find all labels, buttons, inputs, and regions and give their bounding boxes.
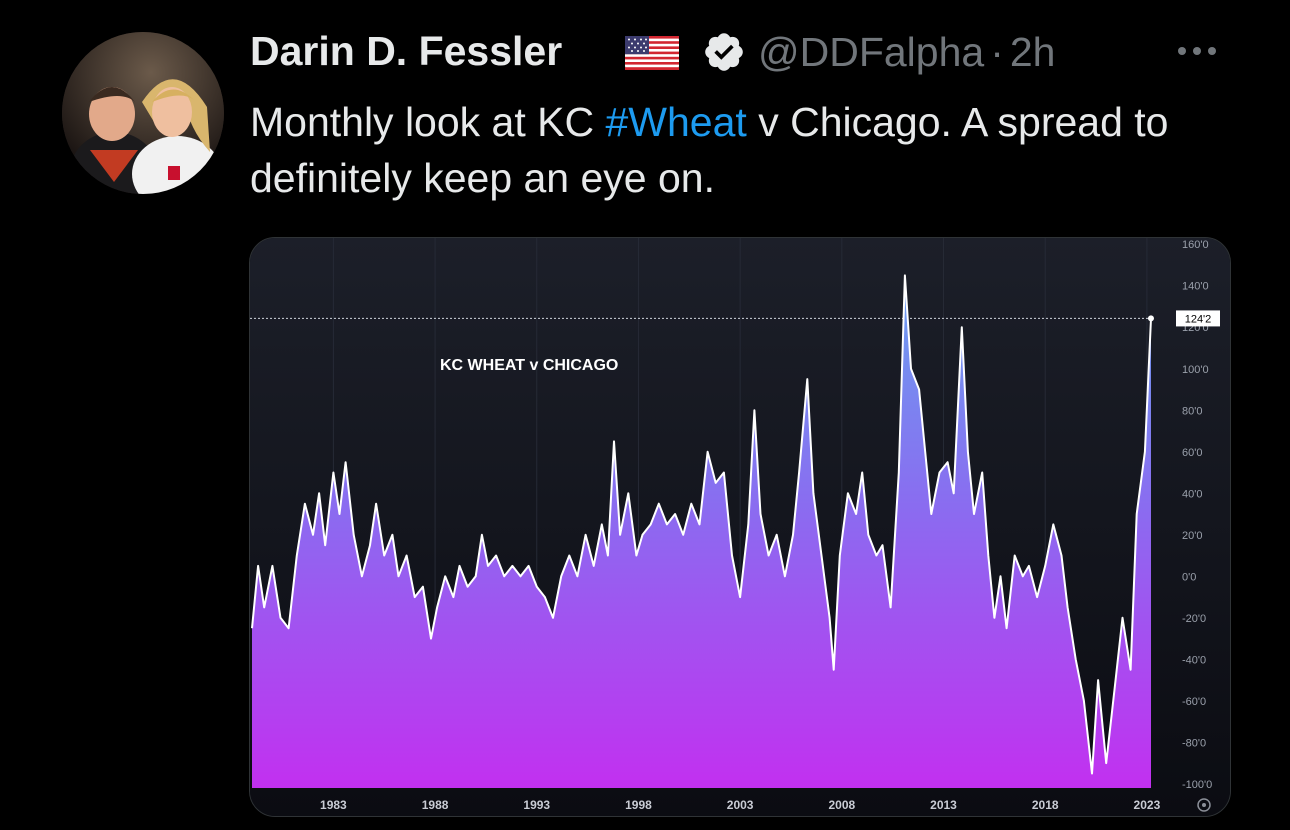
author-name[interactable]: Darin D. Fessler — [250, 28, 563, 74]
tweet-media-chart[interactable]: 160'0 140'0 120'0 100'0 80'0 60'0 40'0 20'0 0'0-… — [249, 237, 1231, 817]
last-value-label: 124'2 — [1176, 310, 1220, 327]
y-tick-label: 140'0 — [1182, 281, 1209, 293]
x-tick-label: 1988 — [422, 798, 449, 812]
chart-svg: 160'0140'0120'0100'080'060'040'020'00'0-… — [250, 238, 1230, 816]
avatar[interactable] — [62, 32, 224, 194]
y-axis-ticks: 160'0140'0120'0100'080'060'040'020'00'0-… — [1182, 239, 1212, 791]
tweet-text-before: Monthly look at KC — [250, 99, 606, 145]
chart-title: KC WHEAT v CHICAGO — [440, 357, 618, 374]
y-tick-label: -20'0 — [1182, 613, 1206, 625]
area-series — [252, 275, 1151, 788]
x-tick-label: 1998 — [625, 798, 652, 812]
verified-badge-icon[interactable] — [702, 30, 746, 74]
y-tick-label: -40'0 — [1182, 654, 1206, 666]
tweet-text: Monthly look at KC #Wheat v Chicago. A s… — [250, 94, 1210, 206]
x-tick-label: 1983 — [320, 798, 347, 812]
y-tick-label: 40'0 — [1182, 488, 1202, 500]
x-tick-label: 2008 — [828, 798, 855, 812]
series-line — [251, 274, 1152, 775]
tweet-text-after: v Chicago. A spread to definitely keep a… — [250, 99, 1169, 201]
y-tick-label: -60'0 — [1182, 696, 1206, 708]
more-options-icon[interactable] — [1168, 36, 1226, 66]
y-tick-label: 20'0 — [1182, 530, 1202, 542]
y-tick-label: 160'0 — [1182, 239, 1209, 251]
last-value-label-bg — [1176, 310, 1220, 327]
y-tick-label: 100'0 — [1182, 364, 1209, 376]
y-tick-label: 80'0 — [1182, 405, 1202, 417]
handle-and-time: @DDFalpha · 2h — [758, 29, 1055, 76]
time-separator: · — [990, 29, 1004, 75]
x-tick-label: 1993 — [523, 798, 550, 812]
x-tick-label: 2023 — [1134, 798, 1161, 812]
y-tick-label: -100'0 — [1182, 779, 1212, 791]
last-value-label-text: 124'2 — [1185, 313, 1212, 325]
last-value-dot — [1147, 315, 1154, 322]
avatar-photo — [62, 32, 224, 194]
y-tick-label: 60'0 — [1182, 447, 1202, 459]
x-axis-ticks: 1983 1988 1993 1998 2003 2008 2013 2018 2023 — [320, 798, 1161, 812]
author-handle[interactable]: @DDFalpha — [758, 29, 985, 75]
tweet-time[interactable]: 2h — [1009, 29, 1056, 75]
x-tick-label: 2003 — [727, 798, 754, 812]
hashtag-link[interactable]: #Wheat — [605, 99, 747, 145]
y-tick-label: 0'0 — [1182, 571, 1196, 583]
settings-gear-icon[interactable] — [1197, 798, 1211, 812]
x-tick-label: 2018 — [1032, 798, 1059, 812]
y-tick-label: -80'0 — [1182, 737, 1206, 749]
us-flag-icon — [625, 36, 679, 70]
x-tick-label: 2013 — [930, 798, 957, 812]
